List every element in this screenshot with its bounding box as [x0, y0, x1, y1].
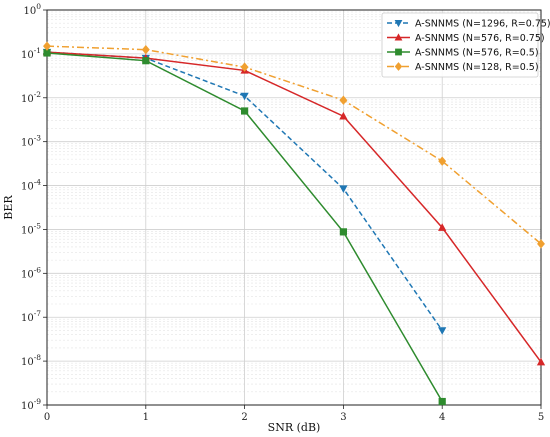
- series-2: [42, 47, 546, 366]
- legend-item: A-SNNMS (N=576, R=0.75): [387, 33, 545, 44]
- series-line: [46, 45, 542, 245]
- axis-ticks: 0 1 2 3 4 5 100 10-1 10-2 10-3 10-4 10-5 10-6 10-7 10-…: [21, 2, 544, 423]
- y-axis-label: BER: [2, 195, 15, 220]
- x-tick-label: 5: [538, 412, 544, 423]
- y-tick-label: 100: [23, 2, 41, 17]
- data-point: [240, 92, 249, 101]
- legend-marker: [394, 19, 403, 28]
- y-tick-label: 10-3: [21, 134, 41, 149]
- legend-label: A-SNNMS (N=128, R=0.5): [415, 62, 539, 73]
- data-point: [339, 185, 348, 193]
- y-tick-label: 10-7: [21, 309, 41, 324]
- data-point: [141, 44, 150, 55]
- legend-item: A-SNNMS (N=1296, R=0.75): [387, 19, 550, 30]
- legend-item: A-SNNMS (N=576, R=0.5): [387, 48, 539, 59]
- x-tick-label: 1: [143, 412, 149, 423]
- x-tick-label: 0: [44, 412, 50, 423]
- legend-label: A-SNNMS (N=576, R=0.75): [415, 33, 545, 44]
- series-4: [43, 41, 545, 249]
- legend-marker: [395, 48, 402, 56]
- data-point: [339, 111, 348, 120]
- data-point: [438, 397, 446, 406]
- data-point: [339, 228, 347, 236]
- x-tick-label: 3: [340, 412, 346, 423]
- data-point: [240, 62, 249, 72]
- series-3: [43, 49, 446, 406]
- data-point: [536, 357, 546, 366]
- legend-marker: [394, 33, 403, 41]
- legend-box: [381, 12, 539, 78]
- legend-label: A-SNNMS (N=576, R=0.5): [415, 48, 539, 59]
- data-point: [537, 239, 545, 249]
- x-tick-label: 2: [241, 412, 247, 423]
- data-point: [438, 156, 447, 166]
- y-tick-label: 10-9: [21, 397, 41, 412]
- data-point: [339, 95, 348, 105]
- legend-marker: [394, 62, 403, 71]
- y-tick-label: 10-6: [21, 265, 41, 280]
- y-tick-label: 10-2: [21, 90, 41, 105]
- data-point: [241, 107, 249, 115]
- data-point: [43, 41, 51, 51]
- data-point: [438, 223, 447, 231]
- data-point: [43, 49, 51, 57]
- x-axis-label: SNR (dB): [268, 421, 321, 434]
- legend: A-SNNMS (N=1296, R=0.75) A-SNNMS (N=576, …: [381, 12, 550, 78]
- series-line: [46, 51, 542, 363]
- plot-frame: [46, 9, 542, 406]
- y-tick-label: 10-8: [21, 353, 41, 368]
- data-point: [438, 327, 447, 335]
- data-point: [142, 57, 150, 65]
- y-tick-label: 10-1: [21, 46, 41, 61]
- series-layer: [42, 41, 546, 406]
- legend-label: A-SNNMS (N=1296, R=0.75): [415, 19, 550, 30]
- x-tick-label: 4: [439, 412, 445, 423]
- y-tick-label: 10-4: [21, 178, 41, 193]
- legend-item: A-SNNMS (N=128, R=0.5): [387, 62, 539, 73]
- y-tick-label: 10-5: [21, 221, 41, 236]
